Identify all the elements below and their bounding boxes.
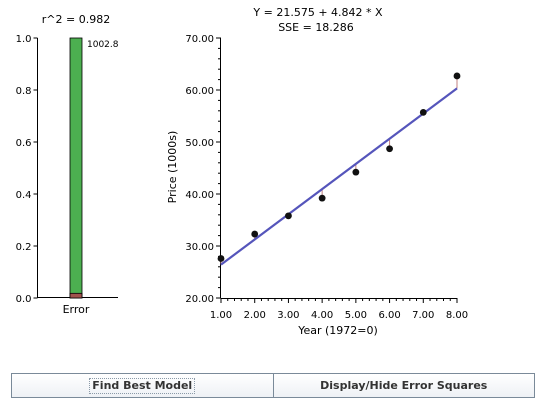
find-best-model-button[interactable]: Find Best Model (11, 373, 274, 398)
error-y-tick-label: 0.2 (16, 242, 32, 253)
chart-y-tick-label: 20.00 (185, 294, 214, 305)
display-hide-error-squares-button[interactable]: Display/Hide Error Squares (273, 373, 535, 398)
r-squared-label: r^2 = 0.982 (42, 13, 110, 26)
data-point (318, 194, 326, 202)
error-y-tick-label: 0.0 (16, 294, 32, 305)
button-bar: Find Best Model Display/Hide Error Squar… (11, 373, 535, 398)
error-y-tick-label: 0.8 (16, 86, 32, 97)
data-point (217, 255, 225, 262)
error-bar-fill (69, 37, 83, 299)
data-point (419, 108, 427, 116)
chart-x-tick-label: 5.00 (345, 310, 367, 321)
error-category-label: Error (63, 303, 90, 316)
error-y-tick-label: 0.4 (16, 190, 32, 201)
find-best-model-label: Find Best Model (89, 377, 196, 394)
display-hide-error-squares-label: Display/Hide Error Squares (320, 379, 488, 392)
data-point (251, 230, 259, 238)
error-bar-value-label: 1002.8 (87, 40, 119, 50)
chart-y-tick-label: 70.00 (185, 34, 214, 45)
x-axis-label: Year (1972=0) (297, 324, 378, 337)
data-point (453, 72, 461, 80)
error-bar-error-portion (69, 292, 83, 299)
chart-y-tick-label: 30.00 (185, 242, 214, 253)
chart-y-tick-label: 40.00 (185, 190, 214, 201)
data-point (285, 212, 292, 220)
data-point (386, 145, 393, 153)
regression-equation: Y = 21.575 + 4.842 * X (252, 6, 383, 19)
chart-x-tick-label: 4.00 (311, 310, 333, 321)
chart-x-tick-label: 1.00 (210, 310, 232, 321)
error-y-tick-label: 0.6 (16, 138, 32, 149)
chart-x-tick-label: 2.00 (244, 310, 266, 321)
scatter-chart: Y = 21.575 + 4.842 * X SSE = 18.286 20.0… (166, 6, 468, 337)
error-bar-panel: r^2 = 0.982 0.0 0.2 0.4 0.6 0.8 1.0 1002.8 Er… (16, 13, 119, 316)
chart-y-tick-label: 60.00 (185, 86, 214, 97)
chart-axes: 20.00 30.00 40.00 50.00 60.00 70.00 1.00 2.00 3.… (185, 34, 468, 321)
y-axis-label: Price (1000s) (166, 131, 179, 204)
chart-x-tick-label: 3.00 (277, 310, 299, 321)
chart-x-tick-label: 8.00 (446, 310, 468, 321)
data-point (352, 168, 360, 176)
chart-x-tick-label: 6.00 (378, 310, 400, 321)
error-y-axis: 0.0 0.2 0.4 0.6 0.8 1.0 (16, 34, 118, 305)
chart-x-tick-label: 7.00 (412, 310, 434, 321)
data-points (217, 72, 461, 262)
sse-label: SSE = 18.286 (278, 21, 354, 34)
chart-y-tick-label: 50.00 (185, 138, 214, 149)
error-y-tick-label: 1.0 (16, 34, 32, 45)
regression-line (220, 87, 458, 266)
